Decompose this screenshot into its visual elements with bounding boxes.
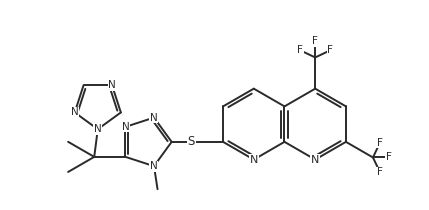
Text: N: N: [150, 161, 158, 171]
Text: N: N: [71, 108, 79, 117]
Text: N: N: [108, 80, 116, 90]
Text: F: F: [327, 45, 333, 55]
Text: N: N: [94, 124, 102, 134]
Text: S: S: [187, 135, 195, 148]
Text: F: F: [386, 152, 392, 163]
Text: N: N: [150, 113, 158, 123]
Text: N: N: [121, 122, 129, 132]
Text: F: F: [297, 45, 303, 55]
Text: N: N: [311, 155, 320, 165]
Text: F: F: [377, 167, 383, 177]
Text: N: N: [250, 155, 258, 165]
Text: F: F: [312, 37, 318, 46]
Text: F: F: [377, 138, 383, 148]
